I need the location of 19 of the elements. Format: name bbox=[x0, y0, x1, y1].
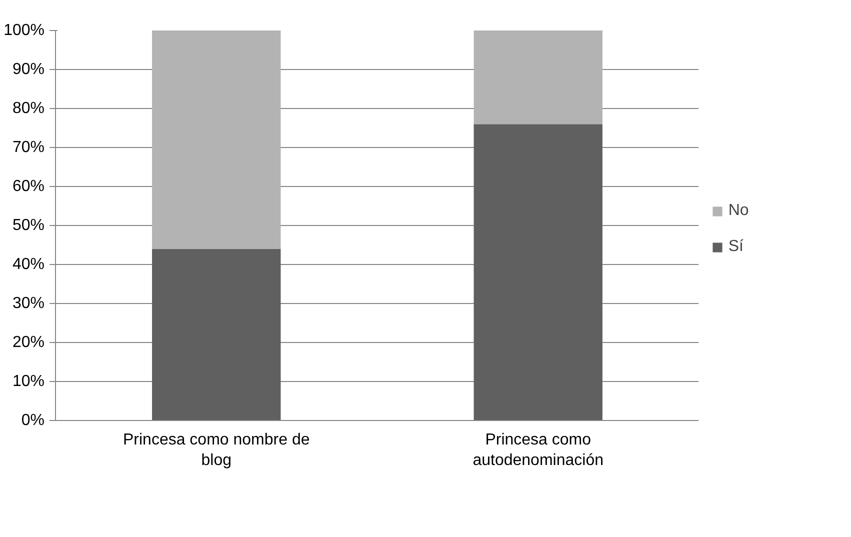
y-tick-label: 90% bbox=[12, 61, 45, 78]
x-tick-label: Princesa como nombre de blog bbox=[122, 432, 310, 469]
x-tick-label: Princesa como autodenominación bbox=[472, 432, 604, 469]
y-tick-label: 50% bbox=[12, 217, 45, 234]
y-tick-label: 80% bbox=[12, 100, 45, 117]
bar bbox=[474, 124, 602, 420]
y-tick-label: 40% bbox=[12, 256, 45, 273]
bar bbox=[152, 248, 281, 420]
y-tick-label: 60% bbox=[12, 178, 45, 195]
y-tick-label: 10% bbox=[12, 373, 45, 390]
y-tick-label: 0% bbox=[21, 412, 44, 429]
bar bbox=[474, 30, 602, 124]
y-tick-label: 100% bbox=[4, 22, 44, 39]
y-tick-label: 20% bbox=[12, 334, 45, 351]
legend-label: Sí bbox=[728, 238, 744, 256]
y-tick-label: 70% bbox=[12, 139, 45, 156]
y-tick-label: 30% bbox=[12, 295, 45, 312]
bar bbox=[152, 30, 281, 249]
legend-label: No bbox=[728, 202, 749, 220]
